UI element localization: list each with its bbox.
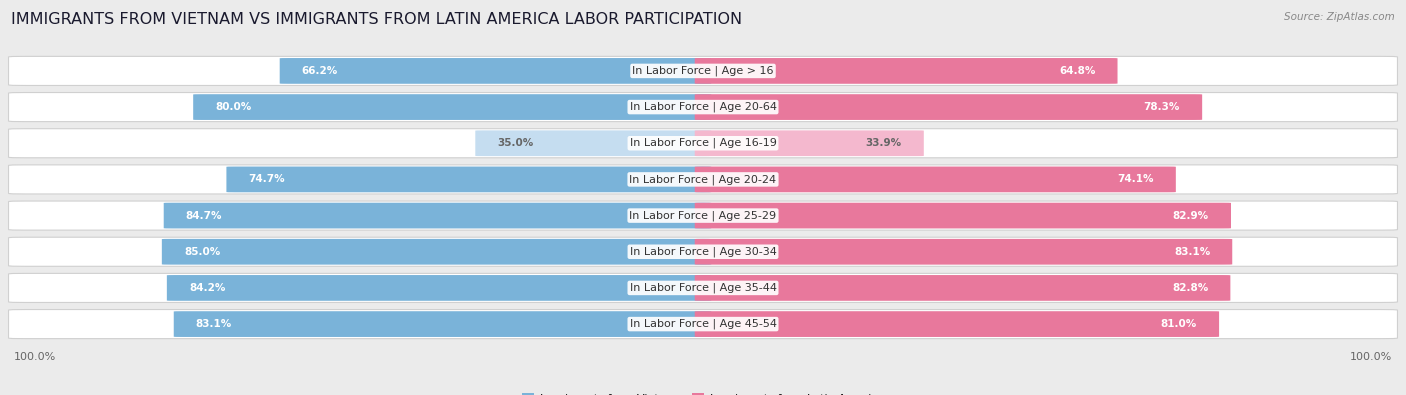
FancyBboxPatch shape <box>695 94 1202 120</box>
Text: 64.8%: 64.8% <box>1059 66 1095 76</box>
Text: 78.3%: 78.3% <box>1143 102 1180 112</box>
Text: 85.0%: 85.0% <box>184 247 221 257</box>
FancyBboxPatch shape <box>8 165 1398 194</box>
FancyBboxPatch shape <box>8 92 1398 122</box>
Text: In Labor Force | Age 20-64: In Labor Force | Age 20-64 <box>630 102 776 112</box>
Text: 84.2%: 84.2% <box>188 283 225 293</box>
FancyBboxPatch shape <box>8 201 1398 230</box>
FancyBboxPatch shape <box>167 275 711 301</box>
Text: 84.7%: 84.7% <box>186 211 222 220</box>
Text: In Labor Force | Age 16-19: In Labor Force | Age 16-19 <box>630 138 776 149</box>
Text: 33.9%: 33.9% <box>866 138 901 148</box>
Text: 81.0%: 81.0% <box>1161 319 1197 329</box>
FancyBboxPatch shape <box>163 203 711 228</box>
Legend: Immigrants from Vietnam, Immigrants from Latin America: Immigrants from Vietnam, Immigrants from… <box>517 389 889 395</box>
FancyBboxPatch shape <box>695 203 1232 228</box>
FancyBboxPatch shape <box>8 237 1398 266</box>
FancyBboxPatch shape <box>8 56 1398 85</box>
FancyBboxPatch shape <box>695 130 924 156</box>
Text: In Labor Force | Age 25-29: In Labor Force | Age 25-29 <box>630 210 776 221</box>
FancyBboxPatch shape <box>193 94 711 120</box>
Text: 74.7%: 74.7% <box>249 175 285 184</box>
Text: 82.8%: 82.8% <box>1173 283 1208 293</box>
FancyBboxPatch shape <box>226 167 711 192</box>
FancyBboxPatch shape <box>8 273 1398 303</box>
Text: In Labor Force | Age 45-54: In Labor Force | Age 45-54 <box>630 319 776 329</box>
Text: In Labor Force | Age 35-44: In Labor Force | Age 35-44 <box>630 283 776 293</box>
Text: 35.0%: 35.0% <box>498 138 534 148</box>
Text: 66.2%: 66.2% <box>302 66 337 76</box>
FancyBboxPatch shape <box>8 310 1398 339</box>
FancyBboxPatch shape <box>8 129 1398 158</box>
FancyBboxPatch shape <box>280 58 711 84</box>
Text: IMMIGRANTS FROM VIETNAM VS IMMIGRANTS FROM LATIN AMERICA LABOR PARTICIPATION: IMMIGRANTS FROM VIETNAM VS IMMIGRANTS FR… <box>11 12 742 27</box>
Text: 82.9%: 82.9% <box>1173 211 1209 220</box>
FancyBboxPatch shape <box>695 58 1118 84</box>
Text: 83.1%: 83.1% <box>195 319 232 329</box>
FancyBboxPatch shape <box>475 130 711 156</box>
Text: 83.1%: 83.1% <box>1174 247 1211 257</box>
Text: In Labor Force | Age 30-34: In Labor Force | Age 30-34 <box>630 246 776 257</box>
FancyBboxPatch shape <box>695 311 1219 337</box>
Text: In Labor Force | Age 20-24: In Labor Force | Age 20-24 <box>630 174 776 185</box>
Text: 74.1%: 74.1% <box>1118 175 1154 184</box>
Text: Source: ZipAtlas.com: Source: ZipAtlas.com <box>1284 12 1395 22</box>
Text: 80.0%: 80.0% <box>215 102 252 112</box>
FancyBboxPatch shape <box>695 167 1175 192</box>
Text: In Labor Force | Age > 16: In Labor Force | Age > 16 <box>633 66 773 76</box>
FancyBboxPatch shape <box>162 239 711 265</box>
FancyBboxPatch shape <box>695 275 1230 301</box>
FancyBboxPatch shape <box>174 311 711 337</box>
FancyBboxPatch shape <box>695 239 1232 265</box>
